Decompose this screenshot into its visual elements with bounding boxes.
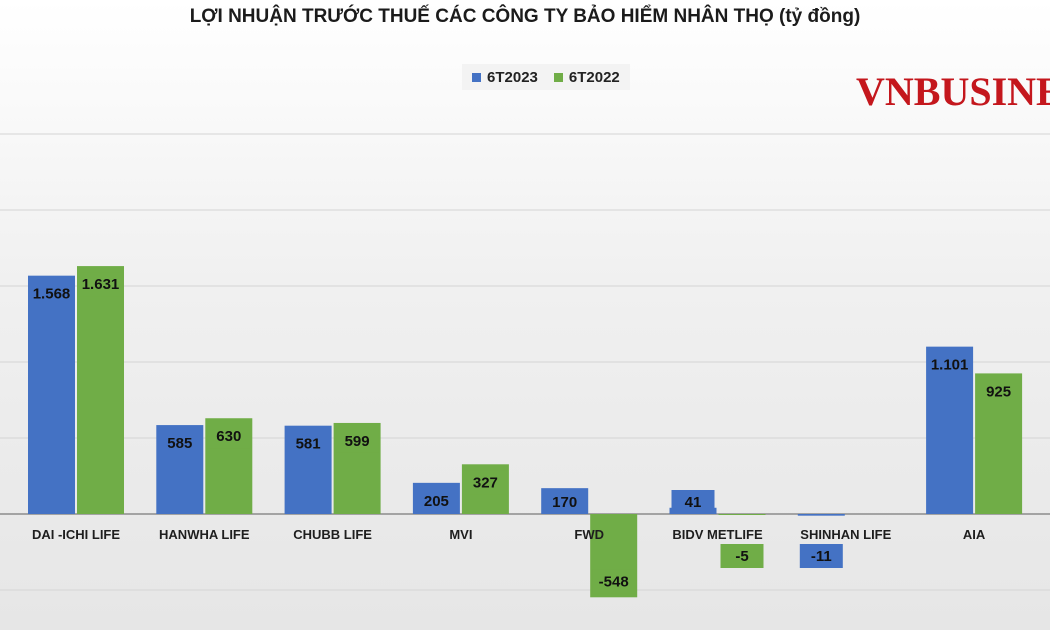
vnbusiness-watermark-logo: VNBUSINES [856,69,1050,114]
category-label: MVI [449,527,472,542]
data-label: 585 [167,435,192,452]
legend-label-6t2022: 6T2022 [568,68,620,86]
data-label-bg [463,470,507,495]
data-label: -548 [599,573,629,590]
data-label: 1.101 [931,357,969,374]
category-label: AIA [963,527,986,542]
data-label-bg [335,428,379,453]
data-label: 1.631 [82,276,120,293]
data-label-bg [414,488,458,513]
legend-item-6t2023: 6T2023 [472,69,538,86]
category-label: HANWHA LIFE [159,527,250,542]
bar-6t2022 [77,266,124,514]
legend-item-6t2022: 6T2022 [553,68,620,86]
data-label: 205 [424,493,449,510]
data-label-bg [543,490,587,514]
data-label: 41 [685,494,702,511]
data-label: 170 [552,494,577,511]
data-label-bg [207,424,251,449]
bar-6t2023 [797,514,845,516]
chart-title: LỢI NHUẬN TRƯỚC THUẾ CÁC CÔNG TY BẢO HIỂ… [189,6,861,27]
chart-legend: 6T2023 6T2022 [462,64,630,90]
data-label-bg [30,281,73,306]
category-label: CHUBB LIFE [293,527,372,542]
data-label: -11 [811,548,832,565]
data-label: 1.568 [33,286,71,303]
legend-swatch-6t2023 [472,72,481,82]
category-label: SHINHAN LIFE [800,527,891,542]
category-label: BIDV METLIFE [672,527,763,542]
data-label-bg [671,490,715,514]
category-label: FWD [574,527,604,542]
data-label: -5 [735,548,748,565]
data-label-bg [286,431,330,456]
data-label-bg [799,544,843,568]
data-label: 599 [345,433,370,450]
bar-6t2023 [28,275,75,514]
data-label-bg [977,379,1021,404]
bar-6t2022 [718,514,766,515]
data-label-bg [79,272,122,297]
data-label-bg [720,544,764,568]
data-label: 327 [473,474,498,491]
legend-label-6t2023: 6T2023 [487,68,538,86]
legend-swatch-6t2022 [553,72,563,82]
data-label: 925 [986,383,1011,400]
data-label-bg [592,569,636,594]
data-label: 630 [216,428,241,445]
data-label-bg [928,352,972,377]
data-label-bg [158,431,202,456]
category-label: DAI -ICHI LIFE [32,527,120,542]
data-label: 581 [296,436,321,453]
